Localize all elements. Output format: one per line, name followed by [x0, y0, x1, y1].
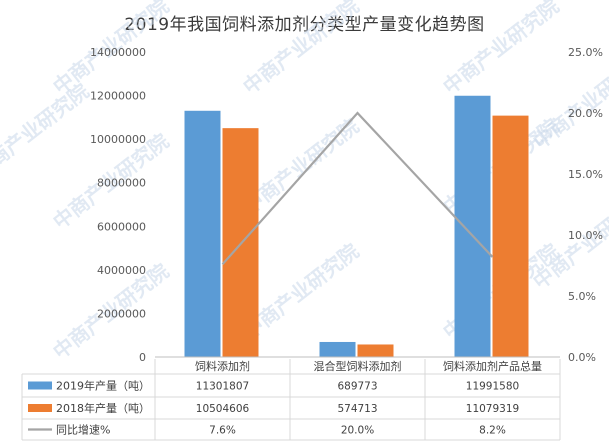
bar-2019 [319, 341, 356, 357]
watermark-text: 中商产业研究院 [238, 0, 363, 99]
y2-axis-tick-label: 15.0% [568, 168, 603, 181]
table-cell-value: 20.0% [341, 425, 374, 437]
table-cell-value: 10504606 [196, 403, 250, 415]
y2-axis-tick-label: 5.0% [568, 290, 596, 303]
table-cell-value: 8.2% [479, 425, 506, 437]
y-axis-tick-label: 10000000 [90, 133, 146, 146]
legend-series-label: 同比增速% [56, 423, 110, 437]
y2-axis-tick-label: 20.0% [568, 107, 603, 120]
y-axis-tick-label: 6000000 [97, 220, 146, 233]
legend-swatch-2019 [28, 381, 52, 390]
legend-swatch-2018 [28, 404, 52, 412]
chart-title: 2019年我国饲料添加剂分类型产量变化趋势图 [124, 15, 485, 35]
x-axis-category-label: 混合型饲料添加剂 [314, 359, 402, 373]
legend-series-label: 2018年产量（吨） [56, 401, 150, 415]
y2-axis-tick-label: 10.0% [568, 229, 603, 242]
watermark-text: 中商产业研究院 [0, 79, 93, 184]
table-cell-value: 11991580 [466, 381, 519, 393]
table-cell-value: 7.6% [209, 425, 236, 437]
bar-2018 [492, 115, 529, 357]
table-cell-value: 689773 [337, 381, 377, 393]
y2-axis-tick-label: 25.0% [568, 46, 603, 59]
y-axis-tick-label: 8000000 [97, 177, 146, 190]
table-cell-value: 574713 [337, 403, 377, 415]
legend-series-label: 2019年产量（吨） [56, 379, 150, 393]
bar-2018 [357, 344, 394, 357]
x-axis-category-label: 饲料添加剂 [195, 359, 250, 373]
table-cell-value: 11301807 [196, 381, 249, 393]
x-axis-category-label: 饲料添加剂产品总量 [443, 359, 542, 373]
y-axis-tick-label: 12000000 [90, 90, 146, 103]
watermark-text: 中商产业研究院 [438, 0, 563, 99]
bar-2019 [184, 110, 221, 357]
y-axis-tick-label: 2000000 [97, 307, 146, 320]
bar-2019 [454, 95, 491, 357]
table-cell-value: 11079319 [466, 403, 519, 415]
y-axis-tick-label: 14000000 [90, 46, 146, 59]
y-axis-tick-label: 4000000 [97, 264, 146, 277]
y-axis-tick-label: 0 [139, 351, 146, 364]
watermark-text: 中商产业研究院 [528, 49, 609, 154]
y2-axis-tick-label: 0.0% [568, 351, 596, 364]
